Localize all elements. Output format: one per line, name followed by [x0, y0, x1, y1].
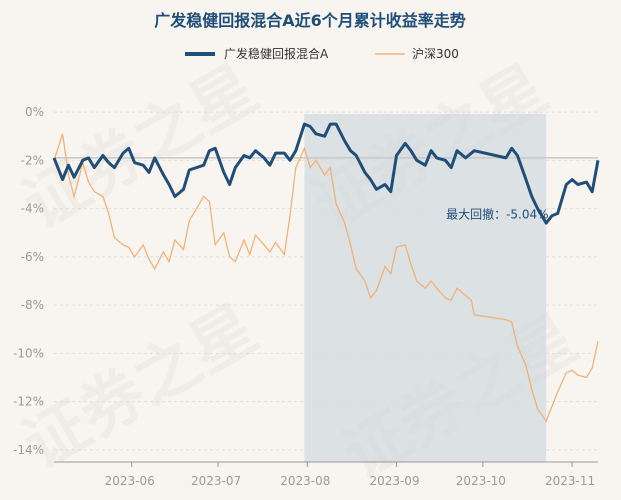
x-tick-label: 2023-07	[191, 474, 241, 488]
y-tick-label: -14%	[13, 443, 44, 457]
x-tick-label: 2023-06	[105, 474, 155, 488]
y-tick-label: -8%	[21, 298, 44, 312]
y-tick-label: -4%	[21, 202, 44, 216]
drawdown-annotation: 最大回撤：-5.04%	[446, 206, 548, 221]
gridlines	[54, 111, 598, 451]
y-tick-label: -2%	[21, 153, 44, 167]
x-tick-label: 2023-08	[280, 474, 330, 488]
watermark-text: 证券之星	[11, 52, 270, 244]
x-axis-ticks: 2023-06 2023-07 2023-08 2023-09 2023-10 2023-…	[105, 462, 595, 488]
x-tick-label: 2023-10	[456, 474, 506, 488]
x-tick-label: 2023-09	[369, 474, 419, 488]
y-tick-label: 0%	[25, 105, 44, 119]
series-line-fund	[52, 122, 600, 225]
y-tick-label: -12%	[13, 395, 44, 409]
chart-title: 广发稳健回报混合A近6个月累计收益率走势	[154, 11, 466, 30]
y-tick-label: -6%	[21, 250, 44, 264]
y-axis-ticks: 0% -2% -4% -6% -8% -10% -12% -14%	[13, 105, 44, 457]
y-tick-label: -10%	[13, 346, 44, 360]
legend: 广发稳健回报混合A 沪深300	[185, 46, 459, 61]
legend-label-index: 沪深300	[412, 47, 459, 61]
legend-label-fund: 广发稳健回报混合A	[224, 46, 329, 61]
series-line-index	[53, 133, 599, 423]
watermark-text: 证券之星	[11, 292, 270, 484]
x-tick-label: 2023-11	[545, 474, 595, 488]
